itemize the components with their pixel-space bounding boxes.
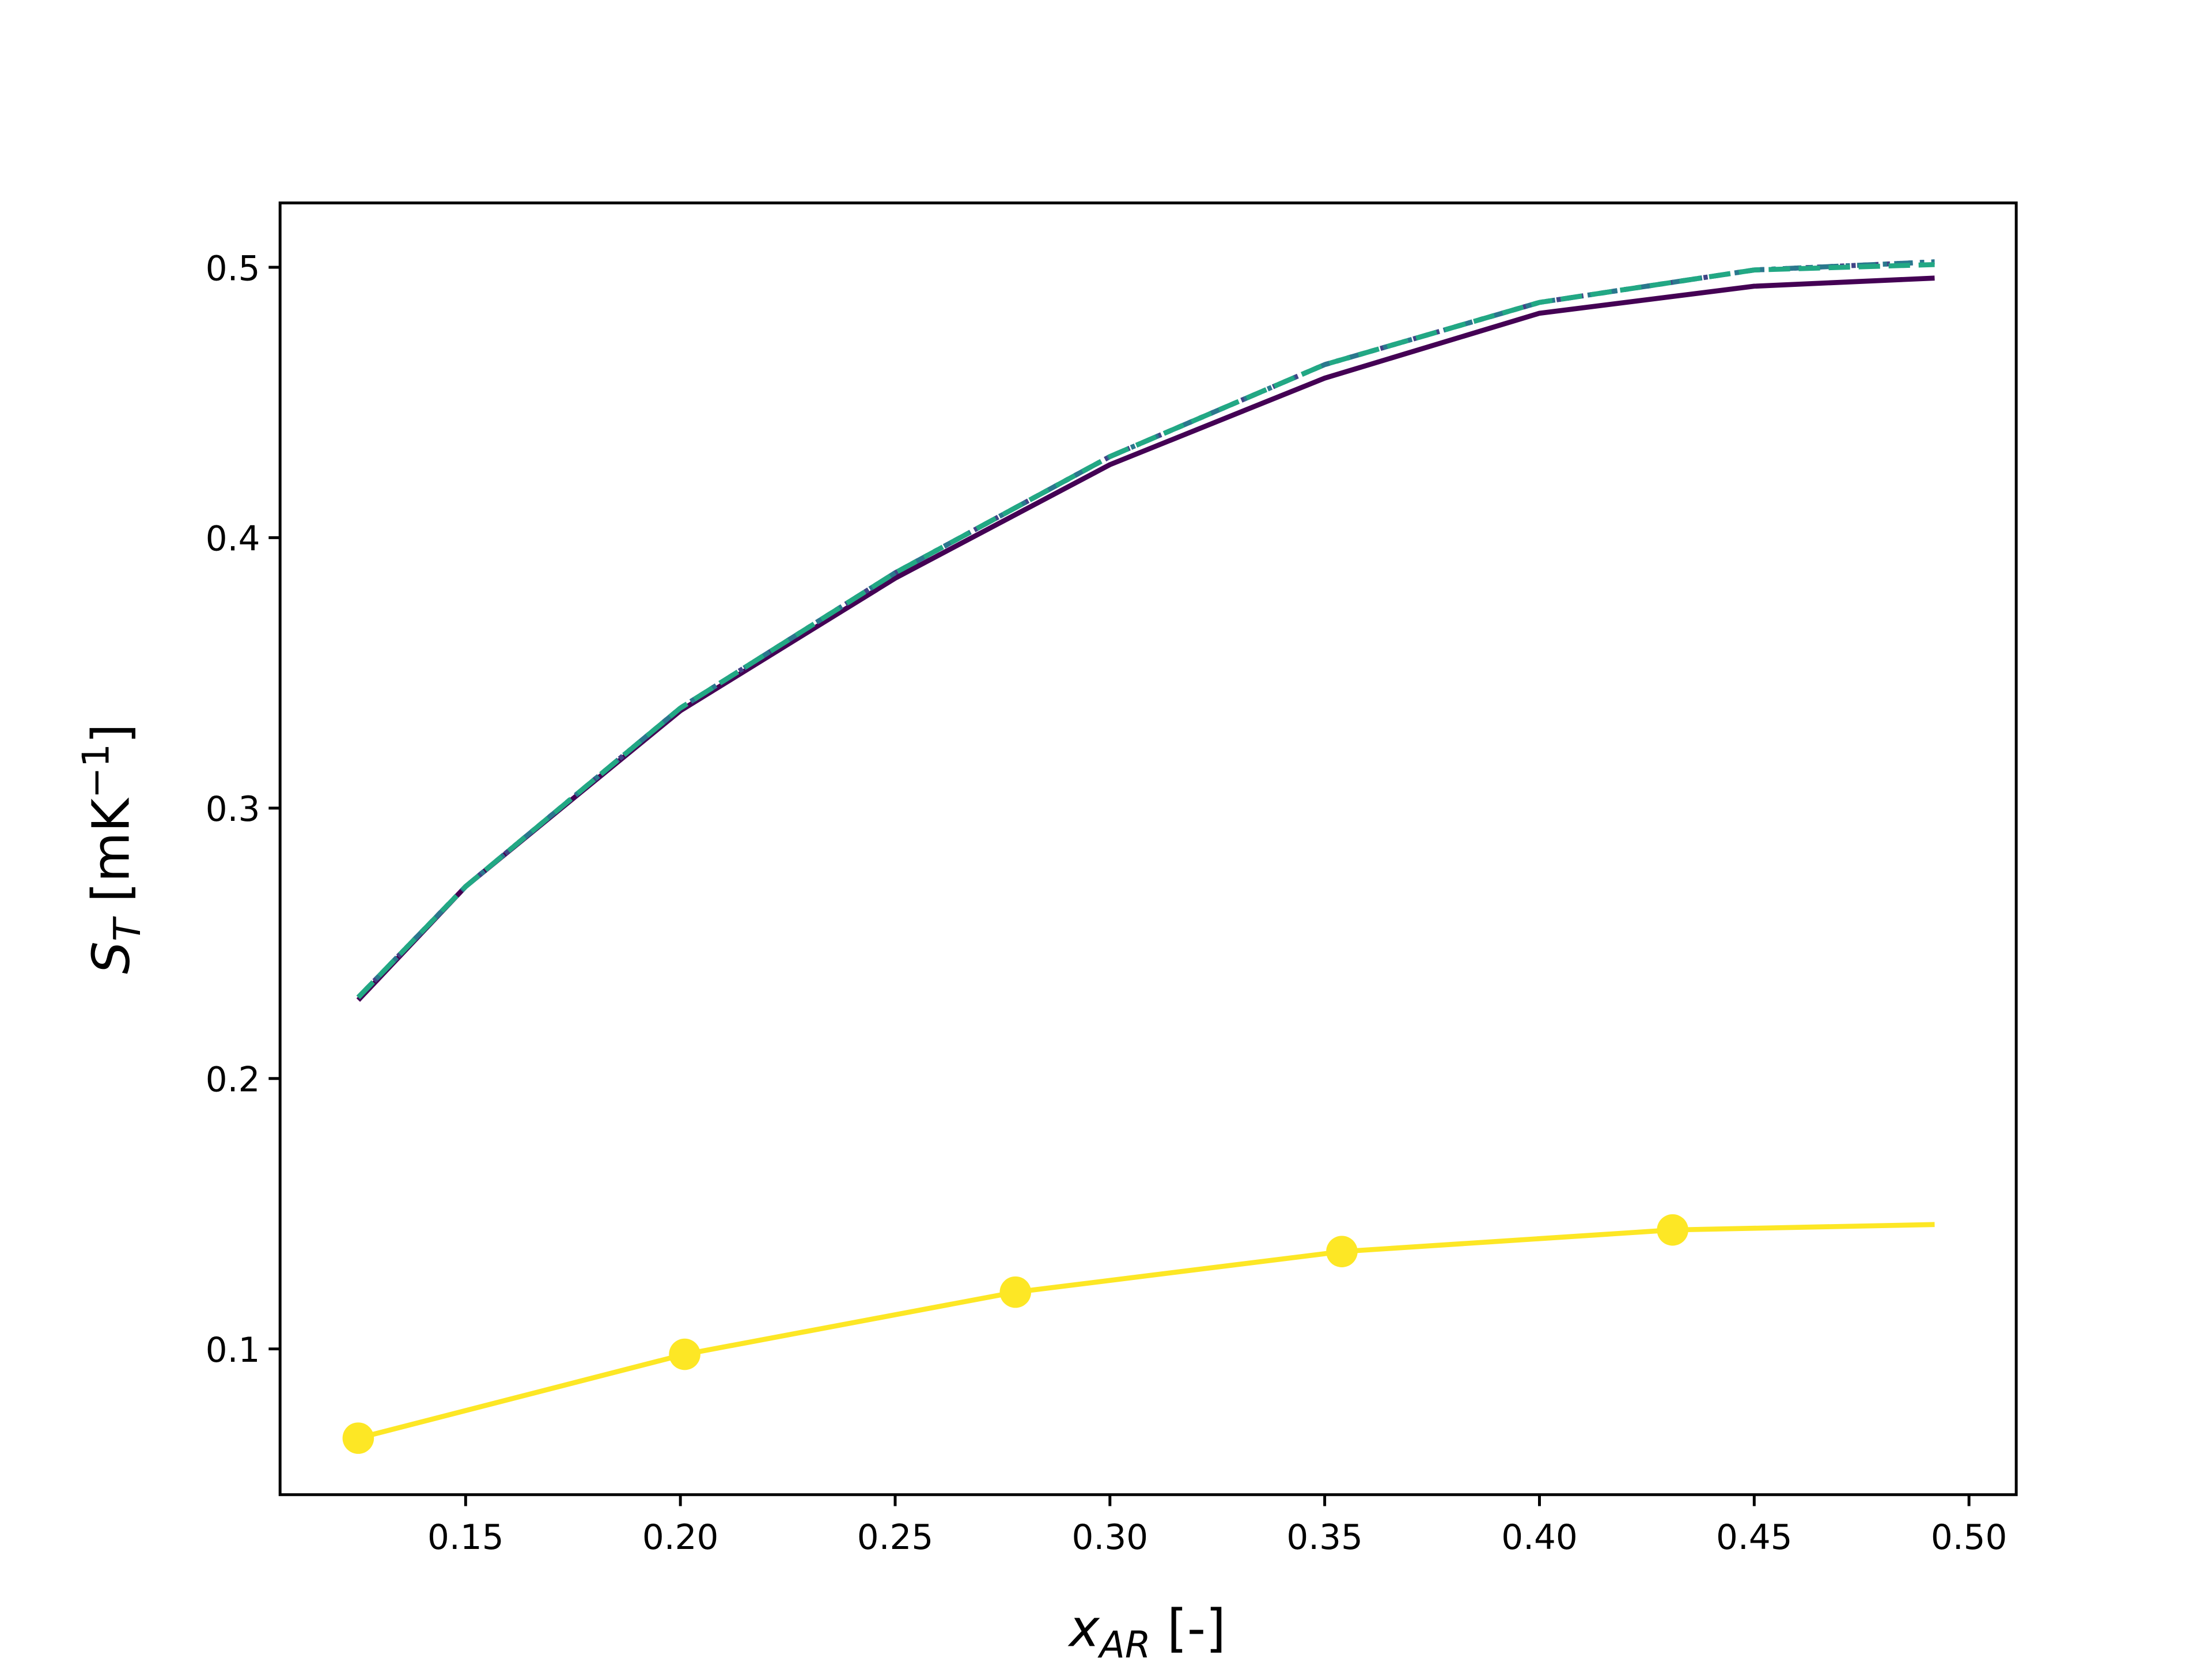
x-tick-label: 0.25: [857, 1518, 934, 1558]
data-point: [1657, 1214, 1688, 1246]
x-tick-label: 0.45: [1716, 1518, 1793, 1558]
y-tick-label: 0.3: [206, 790, 260, 830]
data-point: [999, 1276, 1032, 1308]
y-axis-label: ST [mK−1]: [75, 724, 150, 974]
series-line: [356, 262, 1935, 999]
x-tick-label: 0.15: [427, 1518, 504, 1558]
y-label-rest: [mK: [81, 797, 141, 919]
x-tick-label: 0.50: [1931, 1518, 2008, 1558]
y-label-main: S: [81, 941, 141, 974]
axes-frame: [278, 201, 2018, 1497]
x-label-rest: [-]: [1151, 1599, 1226, 1659]
x-label-sub: AR: [1097, 1624, 1151, 1659]
data-point: [1326, 1236, 1358, 1267]
series-line: [357, 1222, 1935, 1441]
plot-area: [342, 259, 1935, 1454]
y-label-sup: −1: [75, 744, 118, 798]
y-tick-label: 0.2: [206, 1060, 260, 1100]
x-tick-label: 0.20: [642, 1518, 719, 1558]
y-tick-label: 0.4: [206, 520, 260, 559]
y-label-end: ]: [81, 724, 141, 744]
x-axis-label: xAR [-]: [1067, 1599, 1226, 1659]
x-tick-label: 0.35: [1286, 1518, 1363, 1558]
y-label-sub: T: [106, 916, 149, 941]
y-tick-label: 0.1: [206, 1331, 260, 1370]
x-tick-label: 0.30: [1072, 1518, 1149, 1558]
x-label-main: x: [1067, 1599, 1100, 1659]
data-point: [342, 1422, 374, 1454]
x-tick-label: 0.40: [1501, 1518, 1578, 1558]
data-point: [669, 1338, 700, 1370]
y-tick-label: 0.5: [206, 249, 260, 289]
